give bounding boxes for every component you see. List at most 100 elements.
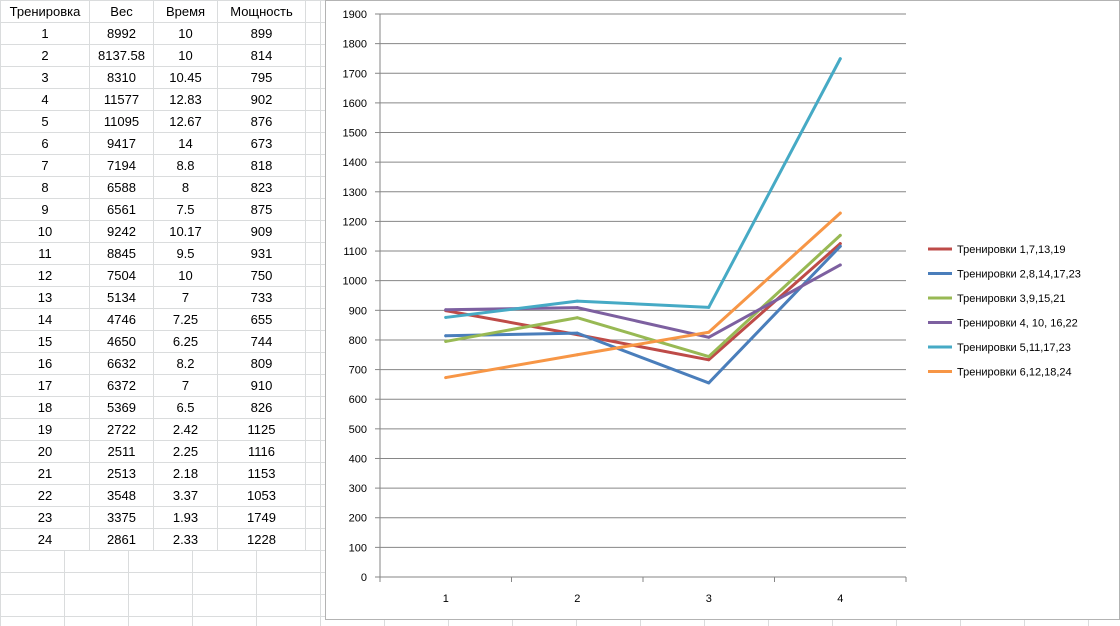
cell-power[interactable]: 902 xyxy=(217,88,306,111)
data-point[interactable] xyxy=(444,315,448,319)
header-cell-time[interactable]: Время xyxy=(153,0,218,23)
header-cell-training[interactable]: Тренировка xyxy=(0,0,90,23)
cell-weight[interactable]: 8845 xyxy=(89,242,154,265)
cell-time[interactable]: 8.2 xyxy=(153,352,218,375)
cell-power[interactable]: 823 xyxy=(217,176,306,199)
cell-power[interactable]: 875 xyxy=(217,198,306,221)
cell-training[interactable]: 21 xyxy=(0,462,90,485)
cell-time[interactable]: 6.5 xyxy=(153,396,218,419)
line-chart[interactable]: 0 100 200 300 400 500 600 700 800 900 1000 1100 1200… xyxy=(325,0,1120,620)
cell-power[interactable]: 795 xyxy=(217,66,306,89)
cell-training[interactable]: 6 xyxy=(0,132,90,155)
cell-weight[interactable]: 5134 xyxy=(89,286,154,309)
data-point[interactable] xyxy=(838,233,842,237)
header-cell-power[interactable]: Мощность xyxy=(217,0,306,23)
data-point[interactable] xyxy=(707,330,711,334)
cell-time[interactable]: 2.42 xyxy=(153,418,218,441)
cell-weight[interactable]: 11095 xyxy=(89,110,154,133)
legend-item[interactable]: Тренировки 2,8,14,17,23 xyxy=(928,269,1081,281)
cell-time[interactable]: 14 xyxy=(153,132,218,155)
cell-power[interactable]: 910 xyxy=(217,374,306,397)
cell-power[interactable]: 1153 xyxy=(217,462,306,485)
series-line-2[interactable] xyxy=(444,244,842,385)
data-point[interactable] xyxy=(707,381,711,385)
cell-time[interactable]: 2.33 xyxy=(153,528,218,551)
cell-training[interactable]: 24 xyxy=(0,528,90,551)
cell-weight[interactable]: 3375 xyxy=(89,506,154,529)
data-point[interactable] xyxy=(444,334,448,338)
cell-training[interactable]: 22 xyxy=(0,484,90,507)
legend-item[interactable]: Тренировки 4, 10, 16,22 xyxy=(928,318,1078,330)
series-line-3[interactable] xyxy=(444,233,842,359)
data-point[interactable] xyxy=(575,306,579,310)
cell-weight[interactable]: 4746 xyxy=(89,308,154,331)
cell-power[interactable]: 818 xyxy=(217,154,306,177)
cell-weight[interactable]: 3548 xyxy=(89,484,154,507)
cell-time[interactable]: 12.83 xyxy=(153,88,218,111)
cell-training[interactable]: 4 xyxy=(0,88,90,111)
legend-item[interactable]: Тренировки 1,7,13,19 xyxy=(928,244,1066,256)
cell-weight[interactable]: 7194 xyxy=(89,154,154,177)
data-point[interactable] xyxy=(444,308,448,312)
data-point[interactable] xyxy=(707,305,711,309)
cell-time[interactable]: 10 xyxy=(153,44,218,67)
data-point[interactable] xyxy=(838,211,842,215)
data-point[interactable] xyxy=(707,358,711,362)
cell-time[interactable]: 7.5 xyxy=(153,198,218,221)
cell-training[interactable]: 12 xyxy=(0,264,90,287)
cell-training[interactable]: 7 xyxy=(0,154,90,177)
cell-time[interactable]: 7.25 xyxy=(153,308,218,331)
cell-power[interactable]: 733 xyxy=(217,286,306,309)
cell-weight[interactable]: 8310 xyxy=(89,66,154,89)
cell-power[interactable]: 744 xyxy=(217,330,306,353)
cell-training[interactable]: 2 xyxy=(0,44,90,67)
cell-power[interactable]: 809 xyxy=(217,352,306,375)
cell-training[interactable]: 3 xyxy=(0,66,90,89)
cell-training[interactable]: 5 xyxy=(0,110,90,133)
data-point[interactable] xyxy=(575,299,579,303)
cell-power[interactable]: 1125 xyxy=(217,418,306,441)
cell-power[interactable]: 899 xyxy=(217,22,306,45)
cell-time[interactable]: 1.93 xyxy=(153,506,218,529)
series-line-4[interactable] xyxy=(444,263,842,339)
cell-power[interactable]: 876 xyxy=(217,110,306,133)
cell-weight[interactable]: 9242 xyxy=(89,220,154,243)
cell-training[interactable]: 18 xyxy=(0,396,90,419)
cell-power[interactable]: 909 xyxy=(217,220,306,243)
data-point[interactable] xyxy=(444,376,448,380)
data-point[interactable] xyxy=(838,57,842,61)
cell-weight[interactable]: 8137.58 xyxy=(89,44,154,67)
cell-power[interactable]: 814 xyxy=(217,44,306,67)
cell-training[interactable]: 20 xyxy=(0,440,90,463)
cell-weight[interactable]: 6561 xyxy=(89,198,154,221)
cell-power[interactable]: 826 xyxy=(217,396,306,419)
cell-training[interactable]: 9 xyxy=(0,198,90,221)
cell-weight[interactable]: 9417 xyxy=(89,132,154,155)
cell-weight[interactable]: 2722 xyxy=(89,418,154,441)
cell-training[interactable]: 15 xyxy=(0,330,90,353)
cell-time[interactable]: 10.45 xyxy=(153,66,218,89)
data-point[interactable] xyxy=(838,263,842,267)
cell-time[interactable]: 10.17 xyxy=(153,220,218,243)
series-line-5[interactable] xyxy=(444,57,842,319)
cell-time[interactable]: 8 xyxy=(153,176,218,199)
cell-time[interactable]: 2.25 xyxy=(153,440,218,463)
cell-training[interactable]: 17 xyxy=(0,374,90,397)
cell-weight[interactable]: 6588 xyxy=(89,176,154,199)
data-point[interactable] xyxy=(838,242,842,246)
cell-weight[interactable]: 7504 xyxy=(89,264,154,287)
cell-weight[interactable]: 8992 xyxy=(89,22,154,45)
cell-time[interactable]: 10 xyxy=(153,22,218,45)
cell-training[interactable]: 13 xyxy=(0,286,90,309)
cell-weight[interactable]: 2511 xyxy=(89,440,154,463)
cell-power[interactable]: 1749 xyxy=(217,506,306,529)
cell-weight[interactable]: 4650 xyxy=(89,330,154,353)
cell-time[interactable]: 3.37 xyxy=(153,484,218,507)
cell-training[interactable]: 1 xyxy=(0,22,90,45)
cell-weight[interactable]: 2861 xyxy=(89,528,154,551)
header-cell-weight[interactable]: Вес xyxy=(89,0,154,23)
cell-time[interactable]: 7 xyxy=(153,374,218,397)
legend-item[interactable]: Тренировки 5,11,17,23 xyxy=(928,342,1071,354)
cell-power[interactable]: 673 xyxy=(217,132,306,155)
cell-power[interactable]: 655 xyxy=(217,308,306,331)
